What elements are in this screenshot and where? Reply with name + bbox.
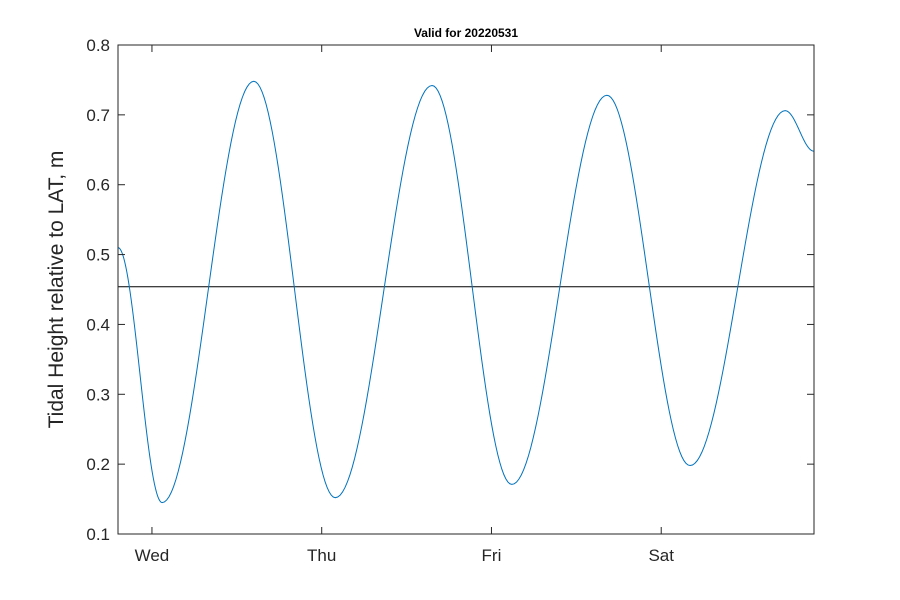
x-tick-label: Fri [482, 546, 502, 565]
y-tick-label: 0.3 [86, 385, 110, 404]
y-tick-label: 0.2 [86, 455, 110, 474]
plot-area [118, 45, 814, 534]
tick-layer: 0.1 0.2 0.3 0.4 0.5 0.6 0.7 0.8 Wed Thu Fri Sat [86, 36, 814, 565]
series-layer [117, 80, 815, 504]
x-tick-label: Wed [135, 546, 170, 565]
y-tick-label: 0.7 [86, 106, 110, 125]
y-tick-label: 0.5 [86, 246, 110, 265]
x-tick-label: Thu [307, 546, 336, 565]
plot-frame [117, 44, 815, 535]
y-tick-label: 0.8 [86, 36, 110, 55]
y-tick-label: 0.6 [86, 176, 110, 195]
y-tick-label: 0.1 [86, 525, 110, 544]
x-tick-label: Sat [648, 546, 674, 565]
chart-title: Valid for 20220531 [414, 26, 518, 40]
y-tick-label: 0.4 [86, 315, 110, 334]
tide-series-line [117, 80, 815, 504]
y-axis-label: Tidal Height relative to LAT, m [45, 151, 68, 429]
